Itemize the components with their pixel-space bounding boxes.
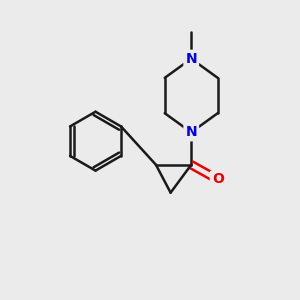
Text: N: N bbox=[185, 52, 197, 66]
Text: O: O bbox=[212, 172, 224, 186]
Text: N: N bbox=[185, 125, 197, 139]
